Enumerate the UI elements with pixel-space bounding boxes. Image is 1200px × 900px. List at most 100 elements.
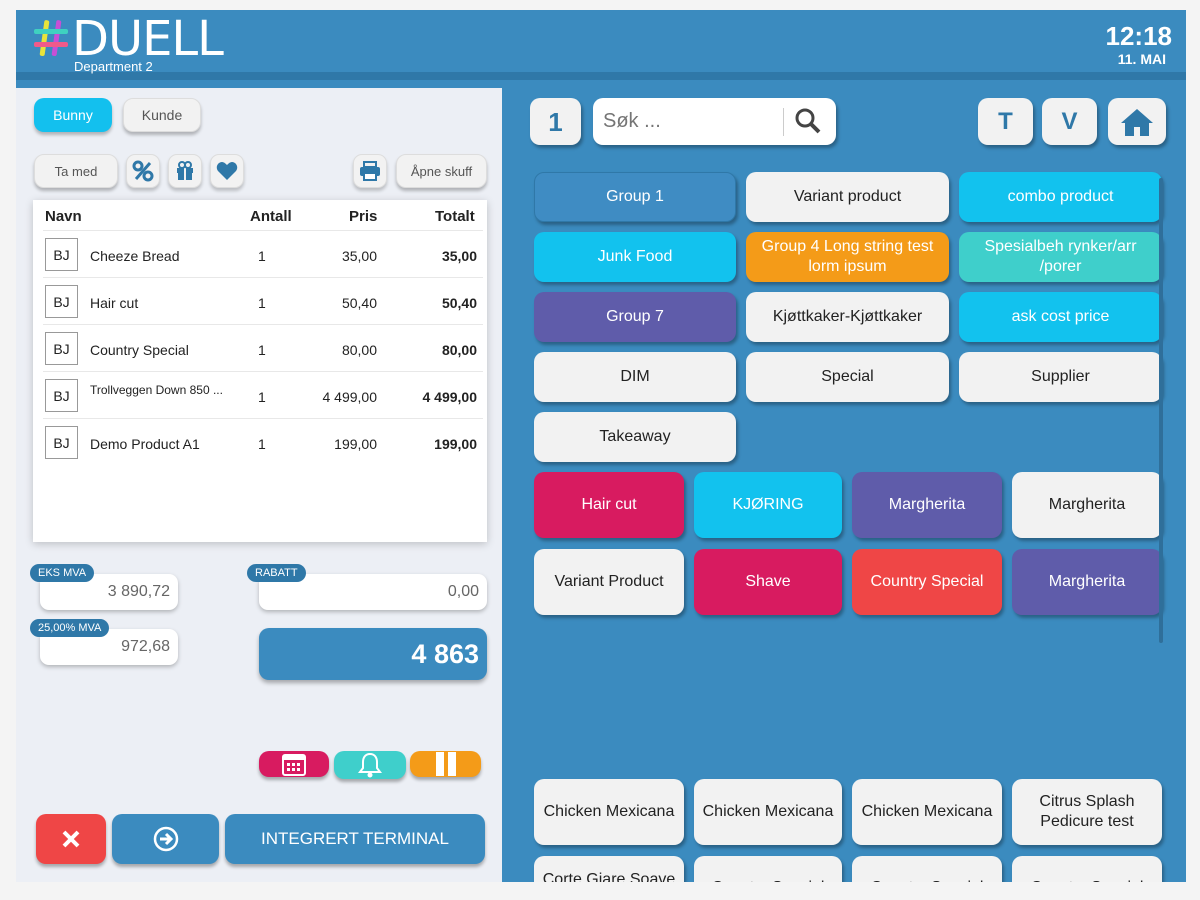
item-total: 4 499,00 — [422, 389, 478, 405]
group-tile[interactable]: Group 4 Long string test lorm ipsum — [746, 232, 949, 282]
seller-initials: BJ — [45, 379, 78, 412]
pos-app: DUELL Department 2 12:18 11. MAI Bunny K… — [16, 10, 1186, 882]
item-price: 35,00 — [341, 248, 377, 264]
print-button[interactable] — [353, 154, 387, 188]
col-header-name: Navn — [45, 208, 82, 225]
product-tile[interactable]: Margherita — [852, 472, 1002, 538]
notify-button[interactable] — [334, 751, 406, 779]
close-icon — [62, 830, 80, 848]
scrollbar[interactable] — [1159, 178, 1163, 643]
quick-product-tile[interactable]: Chicken Mexicana — [852, 779, 1002, 845]
product-tile[interactable]: Variant Product — [534, 549, 684, 615]
group-tile[interactable]: DIM — [534, 352, 736, 402]
gift-icon — [177, 161, 193, 180]
favorite-button[interactable] — [210, 154, 244, 188]
group-tile[interactable]: ask cost price — [959, 292, 1162, 342]
quick-product-tile[interactable]: Chicken Mexicana — [534, 779, 684, 845]
group-tile[interactable]: combo product — [959, 172, 1162, 222]
group-tile[interactable]: Special — [746, 352, 949, 402]
group-tile[interactable]: Kjøttkaker-Kjøttkaker — [746, 292, 949, 342]
cancel-order-button[interactable] — [36, 814, 106, 864]
clock-date: 11. MAI — [1117, 51, 1166, 67]
group-tile[interactable]: Takeaway — [534, 412, 736, 462]
tab-customer[interactable]: Kunde — [123, 98, 201, 132]
item-name: Demo Product A1 — [90, 436, 200, 452]
product-tile[interactable]: Margherita — [1012, 549, 1162, 615]
quick-product-tile[interactable]: Citrus Splash Pedicure test — [1012, 779, 1162, 845]
group-tile[interactable]: Junk Food — [534, 232, 736, 282]
product-tile[interactable]: Margherita — [1012, 472, 1162, 538]
table-row[interactable]: BJ Hair cut 1 50,40 50,40 — [43, 277, 483, 324]
next-button[interactable] — [112, 814, 219, 864]
department-label: Department 2 — [74, 59, 153, 74]
group-tile[interactable]: Group 1 — [534, 172, 736, 222]
home-button[interactable] — [1108, 98, 1166, 145]
search-icon[interactable] — [794, 107, 822, 135]
table-row[interactable]: BJ Country Special 1 80,00 80,00 — [43, 324, 483, 371]
percent-icon — [132, 160, 154, 182]
integrated-terminal-button[interactable]: INTEGRERT TERMINAL — [225, 814, 485, 864]
quick-product-tile[interactable]: Country Special — [852, 856, 1002, 882]
t-button[interactable]: T — [978, 98, 1033, 145]
group-tile[interactable]: Group 7 — [534, 292, 736, 342]
item-total: 80,00 — [441, 342, 477, 358]
bell-icon — [358, 752, 382, 778]
item-total: 199,00 — [434, 436, 477, 452]
discount-button[interactable] — [126, 154, 160, 188]
quick-product-tile[interactable]: Chicken Mexicana — [694, 779, 842, 845]
product-tile[interactable]: KJØRING — [694, 472, 842, 538]
item-qty: 1 — [258, 436, 266, 452]
product-tile[interactable]: Country Special — [852, 549, 1002, 615]
order-total: 4 863 — [259, 628, 487, 680]
ex-vat-label: EKS MVA — [30, 564, 95, 582]
quantity-button[interactable]: 1 — [530, 98, 581, 145]
item-price: 50,40 — [341, 295, 377, 311]
seller-initials: BJ — [45, 285, 78, 318]
col-header-qty: Antall — [250, 208, 292, 225]
table-row[interactable]: BJ Trollveggen Down 850 ... 1 4 499,00 4… — [43, 371, 483, 418]
pause-icon — [435, 752, 456, 776]
item-qty: 1 — [258, 389, 266, 405]
product-tile[interactable]: Hair cut — [534, 472, 684, 538]
logo-icon — [34, 20, 68, 56]
table-row[interactable]: BJ Demo Product A1 1 199,00 199,00 — [43, 418, 483, 465]
heart-icon — [216, 162, 238, 180]
v-button[interactable]: V — [1042, 98, 1097, 145]
item-total: 35,00 — [441, 248, 477, 264]
order-table: Navn Antall Pris Totalt BJ Cheeze Bread … — [33, 200, 487, 542]
product-panel: 1 T V Group 1 Variant product combo prod… — [512, 88, 1186, 882]
item-name: Hair cut — [90, 295, 139, 311]
item-price: 199,00 — [334, 436, 377, 452]
seller-initials: BJ — [45, 238, 78, 271]
col-header-price: Pris — [349, 208, 378, 225]
takeaway-button[interactable]: Ta med — [34, 154, 118, 188]
table-row[interactable]: BJ Cheeze Bread 1 35,00 35,00 — [43, 230, 483, 277]
seller-initials: BJ — [45, 426, 78, 459]
search-input[interactable] — [603, 106, 773, 136]
calendar-button[interactable] — [259, 751, 329, 777]
park-order-button[interactable] — [410, 751, 481, 777]
quick-product-tile[interactable]: Corte Giare Soave — [534, 856, 684, 882]
gift-button[interactable] — [168, 154, 202, 188]
calendar-icon — [282, 754, 306, 776]
group-tile[interactable]: Spesialbeh rynker/arr /porer — [959, 232, 1162, 282]
item-qty: 1 — [258, 342, 266, 358]
group-tile[interactable]: Supplier — [959, 352, 1162, 402]
quick-product-tile[interactable]: Country Special — [694, 856, 842, 882]
home-icon — [1121, 108, 1153, 136]
printer-icon — [360, 161, 380, 181]
item-qty: 1 — [258, 295, 266, 311]
quick-product-tile[interactable]: Country Special — [1012, 856, 1162, 882]
item-price: 80,00 — [341, 342, 377, 358]
order-panel: Bunny Kunde Ta med Åpne skuff Navn Antal… — [16, 88, 502, 882]
vat-field: 972,68 — [40, 629, 178, 665]
search-divider — [783, 108, 784, 136]
item-qty: 1 — [258, 248, 266, 264]
tab-seller[interactable]: Bunny — [34, 98, 112, 132]
open-drawer-button[interactable]: Åpne skuff — [396, 154, 487, 188]
vat-label: 25,00% MVA — [30, 619, 110, 637]
arrow-circle-right-icon — [153, 826, 178, 852]
group-tile[interactable]: Variant product — [746, 172, 949, 222]
product-tile[interactable]: Shave — [694, 549, 842, 615]
col-header-total: Totalt — [435, 208, 475, 225]
